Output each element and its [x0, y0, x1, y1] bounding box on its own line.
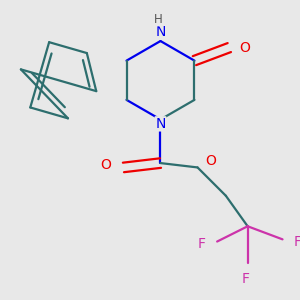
Text: H: H	[154, 13, 163, 26]
Text: O: O	[100, 158, 111, 172]
Text: F: F	[242, 272, 250, 286]
Text: N: N	[155, 117, 166, 131]
Text: F: F	[294, 235, 300, 248]
Text: N: N	[155, 25, 166, 39]
Text: F: F	[198, 237, 206, 251]
Text: O: O	[205, 154, 216, 168]
Text: O: O	[239, 40, 250, 55]
